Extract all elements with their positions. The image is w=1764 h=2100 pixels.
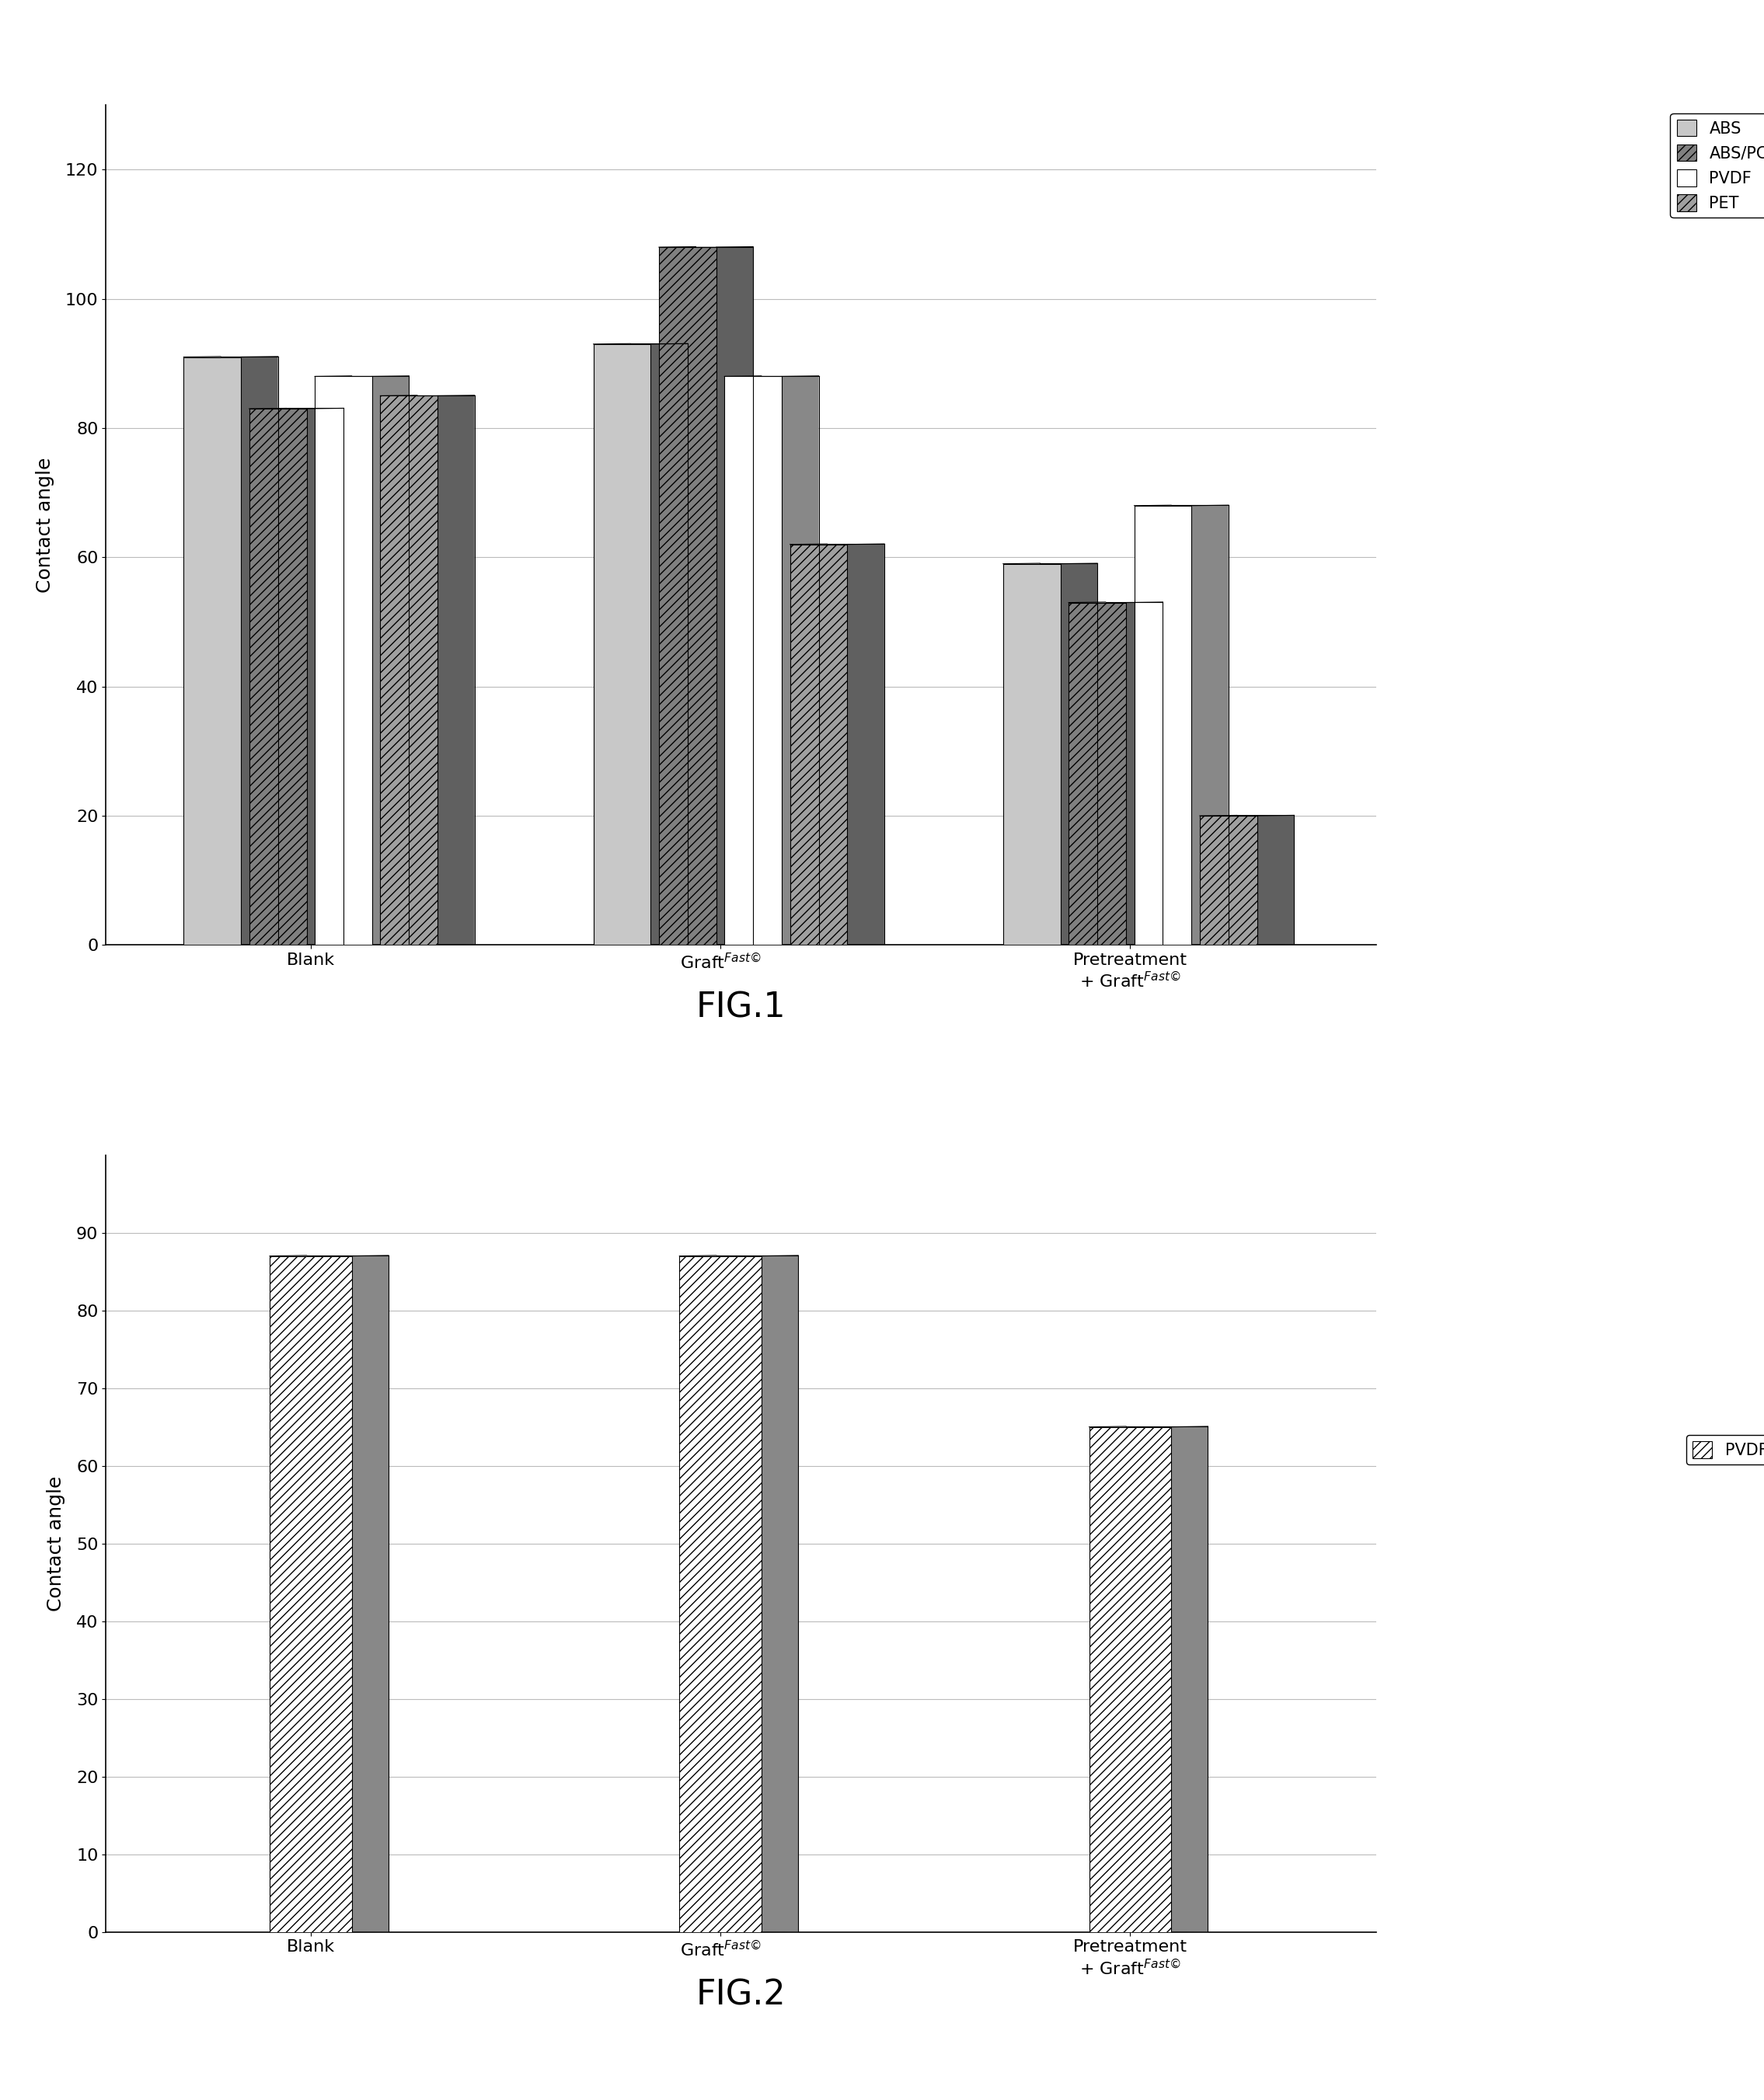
Polygon shape <box>1125 603 1162 945</box>
Text: FIG.1: FIG.1 <box>697 991 785 1025</box>
Y-axis label: Contact angle: Contact angle <box>35 458 55 592</box>
Polygon shape <box>762 1256 799 1932</box>
Y-axis label: Contact angle: Contact angle <box>46 1476 65 1611</box>
Bar <box>249 410 307 945</box>
Polygon shape <box>307 407 344 945</box>
Legend: PVDF: PVDF <box>1686 1434 1764 1466</box>
Bar <box>660 248 716 945</box>
Bar <box>790 544 847 945</box>
Polygon shape <box>847 544 884 945</box>
Polygon shape <box>242 357 279 945</box>
Bar <box>679 1256 762 1932</box>
Bar <box>593 344 651 945</box>
Polygon shape <box>372 376 409 945</box>
Polygon shape <box>351 1256 388 1932</box>
Bar <box>725 376 781 945</box>
Polygon shape <box>1171 1426 1208 1932</box>
Polygon shape <box>1191 506 1228 945</box>
Bar <box>1134 506 1191 945</box>
Bar <box>1088 1428 1171 1932</box>
Bar <box>314 376 372 945</box>
Polygon shape <box>651 344 688 945</box>
Legend: ABS, ABS/PC, PVDF, PET: ABS, ABS/PC, PVDF, PET <box>1671 113 1764 218</box>
Text: FIG.2: FIG.2 <box>697 1978 785 2012</box>
Bar <box>1069 603 1125 945</box>
Polygon shape <box>437 395 475 945</box>
Bar <box>183 357 242 945</box>
Polygon shape <box>781 376 818 945</box>
Bar <box>1004 563 1060 945</box>
Polygon shape <box>716 246 753 945</box>
Bar <box>270 1256 351 1932</box>
Bar <box>381 395 437 945</box>
Polygon shape <box>1060 563 1097 945</box>
Polygon shape <box>1258 815 1295 945</box>
Bar <box>1200 815 1258 945</box>
